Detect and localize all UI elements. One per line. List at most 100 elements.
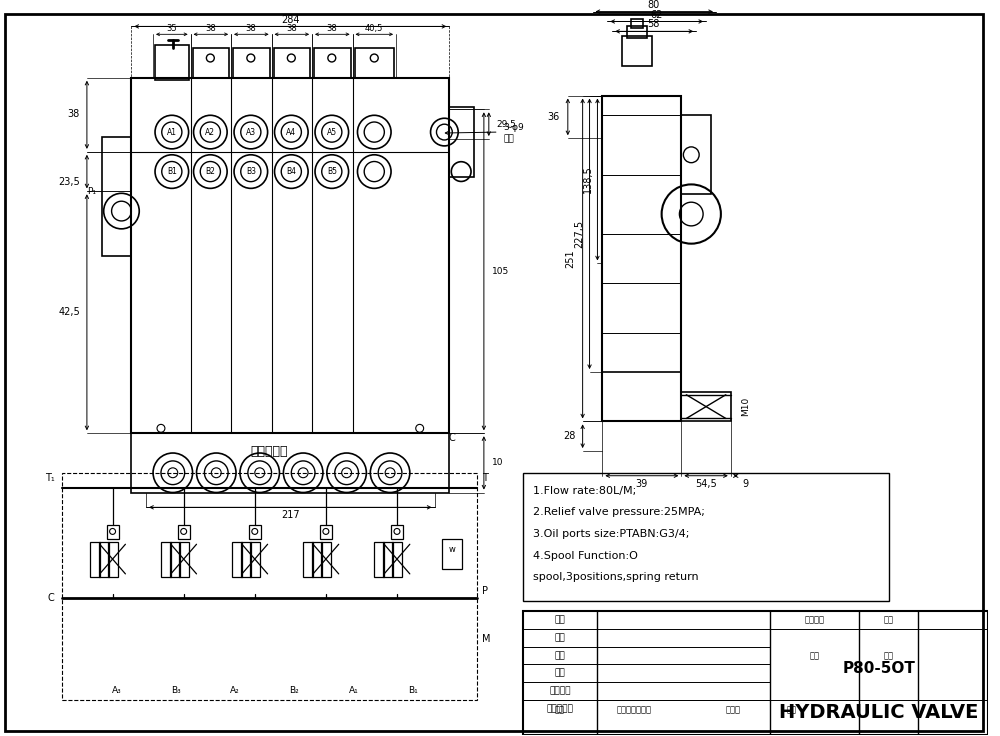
Text: 58: 58 (648, 19, 660, 29)
Text: 标记: 标记 (555, 705, 565, 714)
Text: 校对: 校对 (555, 669, 565, 678)
Text: C: C (449, 434, 456, 443)
Text: 通孔: 通孔 (504, 135, 514, 144)
Text: 23,5: 23,5 (58, 177, 80, 188)
Bar (442, 539, 462, 569)
Text: 105: 105 (492, 267, 509, 276)
Bar (62, 473, 477, 700)
Text: 更改内容和原因: 更改内容和原因 (616, 705, 651, 714)
Text: A5: A5 (327, 127, 337, 137)
Bar (355, 48, 394, 78)
Text: 39: 39 (636, 478, 648, 489)
Bar (99, 542, 109, 577)
Text: 质量: 质量 (884, 615, 894, 624)
Text: A3: A3 (246, 127, 256, 137)
Bar (303, 542, 313, 577)
Text: 28: 28 (563, 431, 576, 441)
Text: 38: 38 (205, 24, 216, 33)
Bar (314, 48, 351, 78)
Bar (170, 542, 180, 577)
Bar (249, 525, 261, 539)
Text: A4: A4 (286, 127, 296, 137)
Text: 38: 38 (68, 110, 80, 119)
Text: 54,5: 54,5 (695, 478, 717, 489)
Bar (681, 116, 711, 194)
Text: B5: B5 (327, 167, 337, 176)
Text: 38: 38 (326, 24, 337, 33)
Text: M: M (482, 634, 490, 643)
Text: B₂: B₂ (289, 685, 299, 695)
Bar (627, 26, 647, 38)
Text: T₁: T₁ (45, 473, 54, 483)
Text: A1: A1 (167, 127, 177, 137)
Text: w: w (449, 545, 456, 553)
Text: 2.Relief valve pressure:25MPA;: 2.Relief valve pressure:25MPA; (533, 507, 705, 517)
Text: 251: 251 (566, 250, 576, 268)
Text: P80-5OT: P80-5OT (842, 661, 915, 676)
Bar (602, 372, 681, 422)
Text: T: T (482, 473, 488, 483)
Text: 3.Oil ports size:PTABN:G3/4;: 3.Oil ports size:PTABN:G3/4; (533, 529, 690, 539)
Bar (131, 434, 449, 492)
Text: B2: B2 (205, 167, 215, 176)
Text: B4: B4 (286, 167, 296, 176)
Text: M10: M10 (741, 397, 750, 417)
Text: 图样标记: 图样标记 (805, 615, 825, 624)
Text: A2: A2 (205, 127, 215, 137)
Bar (250, 542, 260, 577)
Bar (161, 542, 171, 577)
Bar (90, 542, 100, 577)
Text: 29,5: 29,5 (497, 120, 517, 129)
Bar (274, 48, 310, 78)
Bar (155, 45, 189, 79)
Text: 共页: 共页 (810, 651, 820, 660)
Text: 10: 10 (492, 459, 503, 467)
Text: 设计: 设计 (555, 615, 565, 624)
Bar (233, 48, 270, 78)
Text: 138,5: 138,5 (583, 166, 593, 194)
Bar (131, 78, 449, 434)
Text: 9: 9 (743, 478, 749, 489)
Text: P: P (482, 586, 488, 596)
Text: 42,5: 42,5 (58, 307, 80, 316)
Text: B₃: B₃ (171, 685, 181, 695)
Text: 38: 38 (286, 24, 297, 33)
Bar (622, 36, 652, 66)
Bar (102, 137, 131, 255)
Text: 284: 284 (281, 15, 300, 26)
Bar (312, 542, 322, 577)
Bar (320, 525, 332, 539)
Text: 38: 38 (245, 24, 256, 33)
Text: 更改人: 更改人 (725, 705, 740, 714)
Text: 3-φ9: 3-φ9 (504, 123, 524, 132)
Text: 35: 35 (167, 24, 177, 33)
Bar (523, 611, 988, 735)
Bar (631, 18, 643, 29)
Text: 62: 62 (651, 10, 663, 20)
Bar (232, 542, 242, 577)
Text: 液压原理图: 液压原理图 (251, 445, 288, 458)
Text: 描图: 描图 (555, 651, 565, 660)
Text: C: C (48, 592, 54, 603)
Bar (321, 542, 331, 577)
Text: spool,3positions,spring return: spool,3positions,spring return (533, 573, 699, 582)
Bar (179, 542, 189, 577)
Bar (681, 392, 731, 422)
Text: 36: 36 (548, 113, 560, 122)
Text: A₂: A₂ (230, 685, 240, 695)
Bar (374, 542, 384, 577)
Bar (392, 542, 402, 577)
Text: 标准化检查: 标准化检查 (546, 704, 573, 713)
Text: A₁: A₁ (349, 685, 358, 695)
Text: P₁: P₁ (87, 187, 96, 196)
Text: 4.Spool Function:O: 4.Spool Function:O (533, 551, 638, 561)
Bar (449, 107, 474, 177)
Text: 日期: 日期 (787, 705, 797, 714)
Text: 1.Flow rate:80L/M;: 1.Flow rate:80L/M; (533, 486, 637, 495)
Bar (193, 48, 229, 78)
Text: B1: B1 (167, 167, 177, 176)
Bar (383, 542, 393, 577)
Text: 工艺检查: 工艺检查 (549, 687, 571, 696)
Bar (523, 473, 889, 601)
Bar (107, 525, 119, 539)
